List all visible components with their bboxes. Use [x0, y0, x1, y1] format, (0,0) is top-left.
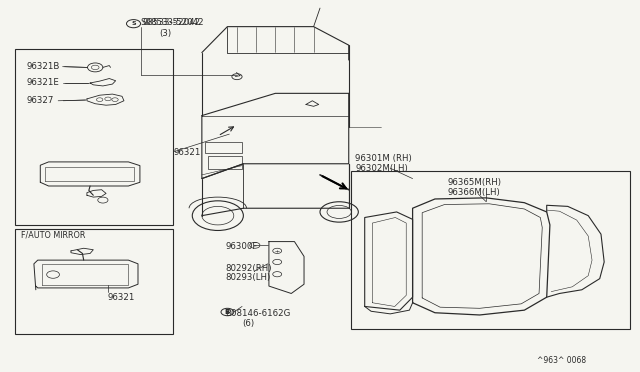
Text: 08533-52042: 08533-52042 — [143, 19, 200, 28]
Text: S08533-52042: S08533-52042 — [140, 19, 204, 28]
Text: 96365M(RH): 96365M(RH) — [448, 178, 502, 187]
Bar — [15, 229, 173, 334]
Text: (6): (6) — [242, 320, 254, 328]
Bar — [205, 141, 242, 153]
Text: B08146-6162G: B08146-6162G — [225, 310, 291, 318]
Text: B: B — [225, 309, 230, 315]
Bar — [351, 171, 630, 329]
Text: F/AUTO MIRROR: F/AUTO MIRROR — [21, 230, 86, 240]
Text: 96321E: 96321E — [26, 78, 59, 87]
Text: 80292(RH): 80292(RH) — [225, 264, 272, 273]
Text: S: S — [131, 21, 136, 26]
Bar — [15, 49, 173, 225]
Text: 96366M(LH): 96366M(LH) — [448, 188, 500, 197]
Text: 80293(LH): 80293(LH) — [225, 273, 271, 282]
Text: 96327: 96327 — [26, 96, 54, 105]
Text: 96321B: 96321B — [26, 62, 60, 71]
Text: 96321: 96321 — [173, 148, 200, 157]
Text: 96301M (RH): 96301M (RH) — [355, 154, 412, 163]
Text: 96300F: 96300F — [225, 241, 258, 250]
Bar — [208, 156, 242, 169]
Text: 96321: 96321 — [108, 293, 135, 302]
Text: 96302M(LH): 96302M(LH) — [355, 164, 408, 173]
Text: ^963^ 0068: ^963^ 0068 — [537, 356, 586, 365]
Text: (3): (3) — [159, 29, 171, 38]
